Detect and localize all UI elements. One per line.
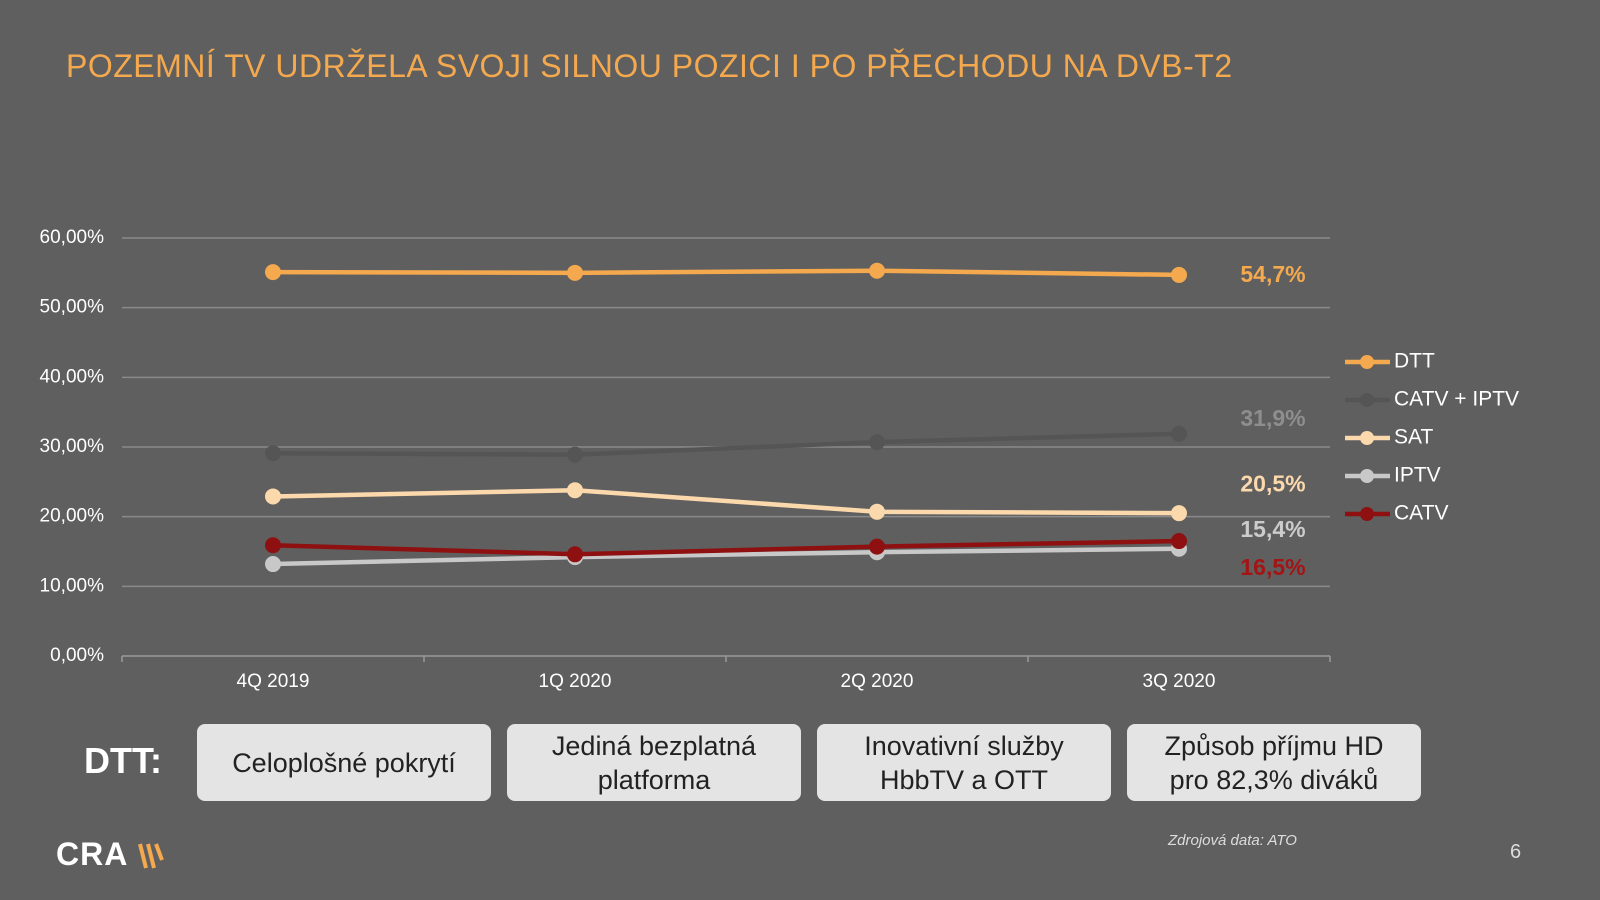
dtt-label: DTT: — [84, 740, 162, 781]
y-tick-label: 40,00% — [40, 366, 105, 387]
legend-label: CATV + IPTV — [1394, 388, 1519, 411]
data-point — [1171, 533, 1187, 550]
data-point — [265, 537, 281, 554]
value-label: 20,5% — [1240, 470, 1305, 496]
legend-label: CATV — [1394, 502, 1448, 525]
chart: 0,00% 10,00% 20,00% 30,00% 40,00% 50,00% 60,00… — [40, 227, 1520, 692]
feature-text: Celoplošné pokrytí — [232, 747, 456, 778]
series-line — [272, 431, 1180, 457]
value-label: 54,7% — [1240, 261, 1305, 287]
feature-box: Způsob příjmu HD pro 82,3% diváků — [1127, 724, 1421, 801]
legend-marker — [1360, 507, 1374, 521]
feature-text: pro 82,3% diváků — [1169, 764, 1379, 795]
feature-text: Jediná bezplatná — [551, 730, 757, 761]
data-point — [869, 538, 885, 555]
logo-mark — [138, 843, 164, 869]
series-line — [272, 487, 1180, 516]
x-tick-label: 4Q 2019 — [237, 671, 310, 692]
feature-box: Celoplošné pokrytí — [197, 724, 491, 801]
logo: CRA — [56, 836, 129, 872]
data-point — [265, 264, 281, 281]
y-tick-label: 60,00% — [40, 227, 105, 248]
legend-marker — [1360, 355, 1374, 369]
legend-marker — [1360, 469, 1374, 483]
feature-text: Inovativní služby — [864, 730, 1064, 761]
feature-text: Způsob příjmu HD — [1164, 730, 1384, 761]
data-point — [869, 262, 885, 279]
legend-marker — [1360, 431, 1374, 445]
x-tick-label: 2Q 2020 — [841, 671, 914, 692]
data-point — [265, 445, 281, 462]
data-point — [567, 546, 583, 563]
data-point — [567, 446, 583, 463]
series-line — [272, 268, 1180, 278]
page-number: 6 — [1510, 841, 1522, 863]
value-label: 31,9% — [1240, 405, 1305, 431]
slide-title: POZEMNÍ TV UDRŽELA SVOJI SILNOU POZICI I… — [66, 48, 1233, 84]
feature-box: Jediná bezplatná platforma — [507, 724, 801, 801]
value-label: 16,5% — [1240, 554, 1305, 580]
y-tick-label: 50,00% — [40, 297, 105, 318]
feature-text: platforma — [597, 764, 711, 795]
x-tick-label: 3Q 2020 — [1143, 671, 1216, 692]
feature-text: HbbTV a OTT — [879, 764, 1049, 795]
series-line — [272, 538, 1180, 557]
data-point — [567, 482, 583, 499]
x-tick-label: 1Q 2020 — [539, 671, 612, 692]
legend-label: IPTV — [1394, 464, 1441, 487]
legend-label: DTT — [1394, 350, 1435, 373]
y-tick-label: 20,00% — [40, 506, 105, 527]
source: Zdrojová data: ATO — [1168, 832, 1297, 849]
legend-label: SAT — [1394, 426, 1433, 449]
data-point — [567, 264, 583, 281]
series-line — [272, 546, 1180, 567]
y-tick-label: 30,00% — [40, 436, 105, 457]
data-point — [869, 503, 885, 520]
feature-box: Inovativní služby HbbTV a OTT — [817, 724, 1111, 801]
data-point — [1171, 266, 1187, 283]
data-point — [1171, 505, 1187, 522]
legend-marker — [1360, 393, 1374, 407]
data-point — [1171, 425, 1187, 442]
value-label: 15,4% — [1240, 516, 1305, 542]
data-point — [869, 434, 885, 451]
data-point — [265, 488, 281, 505]
y-tick-label: 0,00% — [50, 645, 104, 666]
y-tick-label: 10,00% — [40, 575, 105, 596]
data-point — [265, 556, 281, 573]
